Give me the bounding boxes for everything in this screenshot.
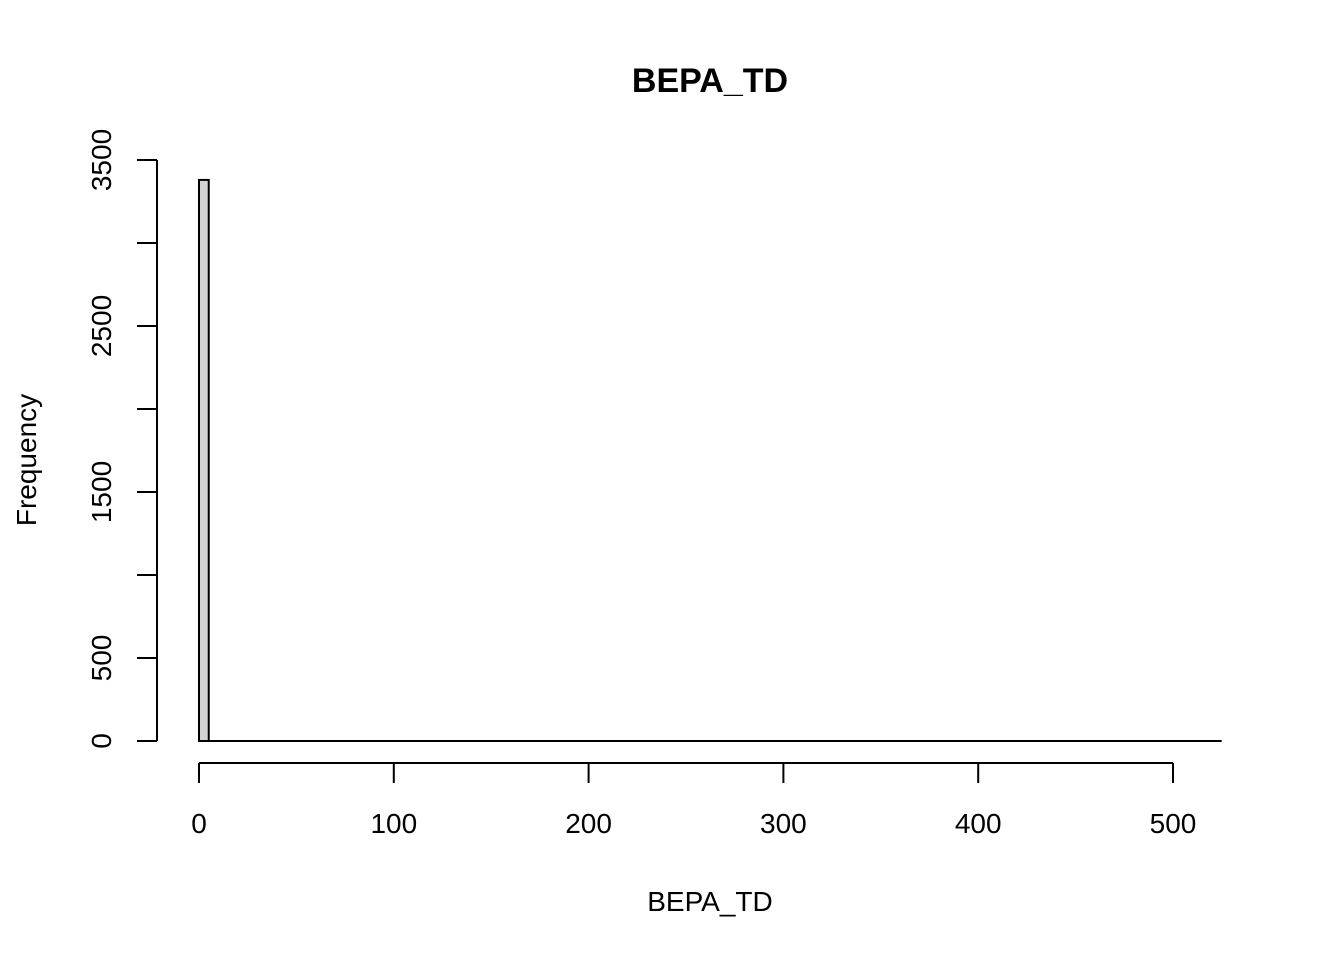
y-tick-label: 1500 bbox=[86, 461, 117, 523]
x-tick-label: 500 bbox=[1150, 808, 1197, 839]
x-tick-label: 0 bbox=[191, 808, 207, 839]
y-tick-label: 500 bbox=[86, 635, 117, 682]
y-tick-label: 0 bbox=[86, 733, 117, 749]
histogram-bar bbox=[198, 178, 210, 743]
x-axis-label: BEPA_TD bbox=[647, 886, 773, 917]
x-tick-label: 300 bbox=[760, 808, 807, 839]
x-tick-label: 400 bbox=[955, 808, 1002, 839]
y-tick-label: 3500 bbox=[86, 129, 117, 191]
y-axis-label: Frequency bbox=[11, 394, 42, 526]
y-tick-label: 2500 bbox=[86, 295, 117, 357]
x-axis: 0 100 200 300 400 500 bbox=[191, 762, 1197, 839]
bars-group bbox=[198, 178, 210, 743]
x-tick-label: 100 bbox=[370, 808, 417, 839]
y-axis: 0 500 1500 2500 3500 bbox=[86, 129, 158, 749]
x-tick-label: 200 bbox=[565, 808, 612, 839]
chart-title: BEPA_TD bbox=[632, 62, 788, 100]
